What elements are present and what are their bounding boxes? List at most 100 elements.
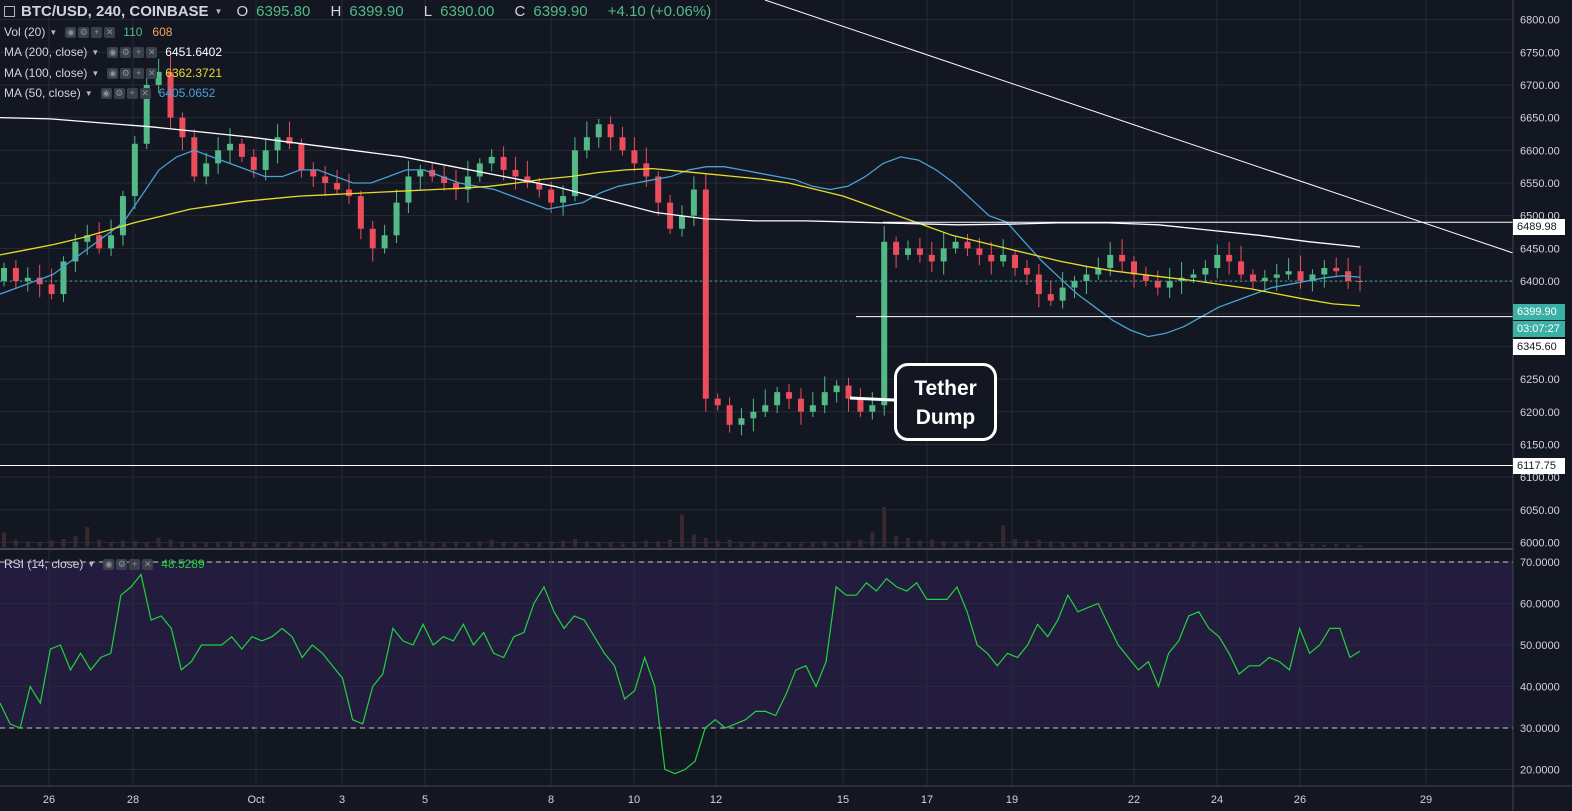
volume-bar: [49, 540, 54, 547]
volume-bar: [822, 541, 827, 547]
candle-body: [441, 176, 448, 183]
price-tag-current: 6399.90: [1513, 304, 1565, 320]
volume-bar: [1191, 541, 1196, 547]
volume-bar: [156, 537, 161, 547]
volume-bar: [632, 541, 637, 547]
volume-bar: [406, 541, 411, 547]
indicator-buttons[interactable]: ◉ ⚙ + ✕: [107, 46, 158, 58]
indicator-buttons[interactable]: ◉ ⚙ + ✕: [107, 67, 158, 79]
volume-bar: [703, 537, 708, 547]
vol-label[interactable]: Vol (20): [4, 25, 46, 39]
volume-bar: [513, 542, 518, 547]
candle-body: [1285, 271, 1292, 275]
time-tick-label: 3: [339, 794, 345, 806]
legend-ma100[interactable]: MA (100, close) ▼ ◉ ⚙ + ✕ 6362.3721: [4, 66, 222, 80]
volume-bar: [1286, 542, 1291, 547]
chevron-down-icon[interactable]: ▼: [87, 559, 96, 569]
candle-body: [1309, 274, 1316, 282]
volume-bar: [311, 543, 316, 547]
legend-ma200[interactable]: MA (200, close) ▼ ◉ ⚙ + ✕ 6451.6402: [4, 45, 222, 59]
volume-bar: [442, 543, 447, 547]
indicator-buttons[interactable]: ◉ ⚙ + ✕: [103, 558, 154, 570]
legend-ma50[interactable]: MA (50, close) ▼ ◉ ⚙ + ✕ 6405.0652: [4, 86, 215, 100]
price-tick-label: 6550.00: [1520, 178, 1560, 190]
volume-bar: [1155, 543, 1160, 547]
candle-body: [1059, 287, 1066, 301]
candle-body: [679, 215, 685, 229]
volume-bar: [596, 541, 601, 547]
grid: [0, 0, 1513, 786]
candle-body: [536, 183, 543, 190]
candle-body: [595, 124, 602, 138]
candle-body: [1154, 281, 1161, 288]
candle-body: [345, 189, 352, 197]
indicator-buttons[interactable]: ◉ ⚙ + ✕: [100, 87, 151, 99]
volume-bar: [1060, 541, 1065, 547]
volume-bar: [668, 539, 673, 547]
volume-bar: [204, 542, 209, 547]
close-icon: ✕: [139, 87, 151, 99]
candle-body: [155, 71, 162, 85]
candle-body: [96, 235, 103, 249]
close-icon: ✕: [146, 67, 158, 79]
volume-bar: [834, 542, 839, 547]
candle-body: [357, 196, 364, 229]
price-tick-label: 6150.00: [1520, 439, 1560, 451]
volume-bar: [929, 539, 934, 547]
time-tick-label: 15: [837, 794, 849, 806]
chevron-down-icon[interactable]: ▼: [49, 27, 58, 37]
ma100-value: 6362.3721: [165, 66, 223, 80]
ma50-value: 6405.0652: [158, 86, 216, 100]
chevron-down-icon[interactable]: ▼: [214, 7, 223, 16]
volume-bar: [953, 541, 958, 547]
legend-rsi[interactable]: RSI (14, close) ▼ ◉ ⚙ + ✕ 48.5289: [4, 557, 205, 571]
volume-bar: [335, 541, 340, 547]
indicator-buttons[interactable]: ◉ ⚙ + ✕: [65, 26, 116, 38]
symbol-title[interactable]: BTC/USD, 240, COINBASE: [21, 3, 209, 20]
volume-bar: [727, 539, 732, 547]
volume-bar: [917, 540, 922, 547]
rsi-tick-label: 30.0000: [1520, 723, 1560, 735]
close-icon: ✕: [104, 26, 116, 38]
eye-icon: ◉: [100, 87, 112, 99]
volume-bar: [549, 541, 554, 547]
menu-icon[interactable]: [4, 6, 15, 17]
candle-body: [1012, 254, 1019, 268]
candle-body: [36, 277, 43, 285]
candle-body: [726, 405, 733, 425]
ma100-label[interactable]: MA (100, close): [4, 66, 88, 80]
levels: [0, 0, 1514, 467]
candle-body: [988, 254, 995, 262]
candle-body: [24, 277, 31, 282]
candle-body: [393, 202, 400, 236]
rsi-tick-label: 50.0000: [1520, 640, 1560, 652]
volume-bar: [263, 543, 268, 547]
ma200-label[interactable]: MA (200, close): [4, 45, 88, 59]
candle-body: [1119, 254, 1126, 262]
tether-dump-annotation: Tether Dump: [894, 363, 997, 441]
volume-bar: [251, 542, 256, 547]
eye-icon: ◉: [103, 558, 115, 570]
chevron-down-icon[interactable]: ▼: [91, 68, 100, 78]
ma50-label[interactable]: MA (50, close): [4, 86, 81, 100]
vol-value-1: 110: [123, 25, 143, 39]
volume-bar: [97, 539, 102, 547]
candle-body: [1166, 281, 1173, 288]
gear-icon: ⚙: [78, 26, 90, 38]
candle-body: [1023, 267, 1030, 275]
candle-body: [976, 248, 983, 255]
rsi-label[interactable]: RSI (14, close): [4, 557, 84, 571]
candle-body: [274, 137, 281, 151]
legend-vol[interactable]: Vol (20) ▼ ◉ ⚙ + ✕ 110 608: [4, 25, 172, 39]
chevron-down-icon[interactable]: ▼: [91, 47, 100, 57]
chevron-down-icon[interactable]: ▼: [84, 88, 93, 98]
price-tick-label: 6450.00: [1520, 243, 1560, 255]
candle-body: [262, 150, 269, 170]
volume-bar: [144, 542, 149, 547]
volume-bar: [394, 541, 399, 547]
symbol-header: BTC/USD, 240, COINBASE ▼ O 6395.80 H 6399.…: [4, 3, 719, 20]
time-tick-label: 8: [548, 794, 554, 806]
volume-bar: [584, 541, 589, 547]
candle-body: [845, 385, 852, 399]
